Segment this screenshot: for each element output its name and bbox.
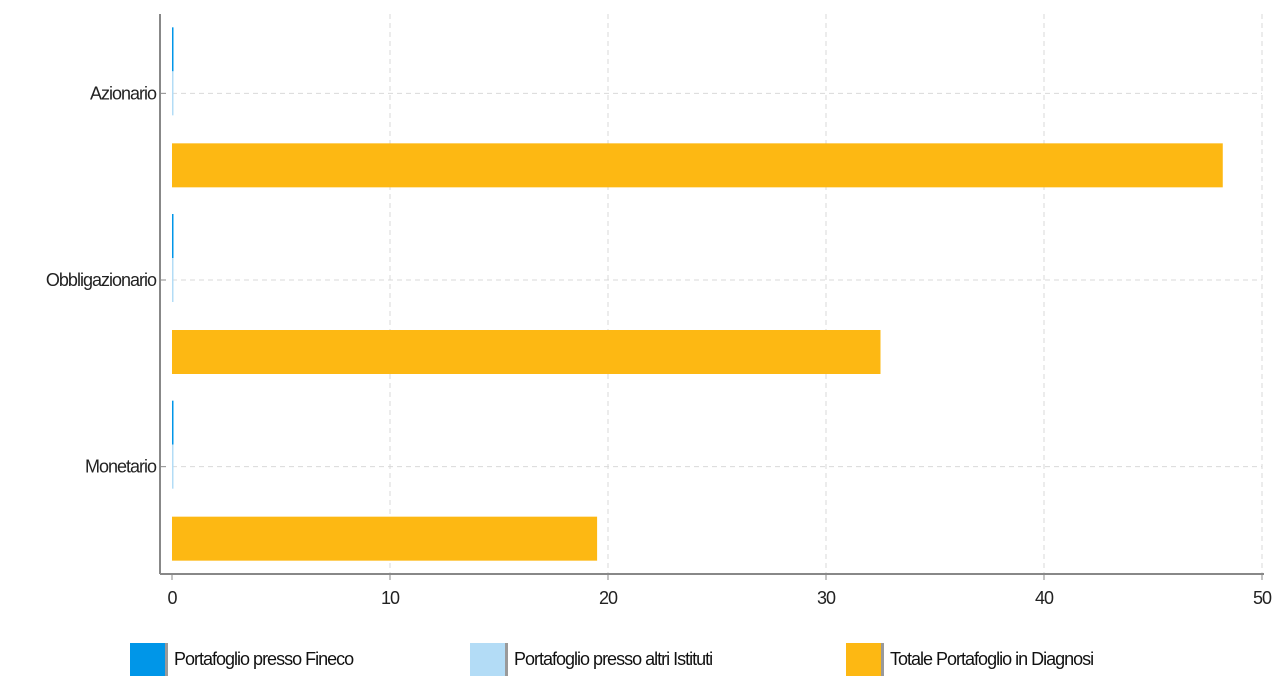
legend: Portafoglio presso Fineco Portafoglio pr… — [0, 642, 1274, 678]
legend-swatch-altri-istituti — [470, 642, 508, 676]
bar — [172, 71, 174, 116]
bar — [172, 444, 174, 489]
y-tick-label: Monetario — [85, 457, 157, 477]
bar-chart: 0 10 20 30 40 50 Azionario Obbligazionario Monet… — [46, 14, 1273, 608]
legend-label-altri-istituti: Portafoglio presso altri Istituti — [514, 648, 713, 669]
legend-label-fineco: Portafoglio presso Fineco — [174, 648, 354, 669]
bar — [172, 143, 1223, 188]
bar — [172, 27, 174, 72]
y-tick-label: Azionario — [90, 83, 157, 103]
bar — [172, 214, 174, 258]
x-tick-label: 10 — [381, 588, 400, 608]
legend-item-altri-istituti[interactable]: Portafoglio presso altri Istituti — [470, 642, 713, 676]
legend-swatch-totale — [846, 642, 884, 676]
x-tick-label: 30 — [817, 588, 836, 608]
legend-item-totale[interactable]: Totale Portafoglio in Diagnosi — [846, 642, 1094, 676]
tick-labels: 0 10 20 30 40 50 Azionario Obbligazionario Monet… — [46, 83, 1273, 608]
x-tick-label: 40 — [1035, 588, 1054, 608]
x-tick-label: 50 — [1253, 588, 1272, 608]
bar — [172, 516, 598, 561]
x-tick-label: 0 — [167, 588, 177, 608]
bar — [172, 258, 174, 302]
x-tick-label: 20 — [599, 588, 618, 608]
grid-lines — [172, 14, 1263, 574]
bar — [172, 400, 174, 445]
legend-label-totale: Totale Portafoglio in Diagnosi — [890, 648, 1094, 669]
bars — [172, 27, 1223, 561]
bar — [172, 330, 881, 374]
y-tick-label: Obbligazionario — [46, 270, 157, 290]
legend-item-fineco[interactable]: Portafoglio presso Fineco — [130, 642, 354, 676]
legend-swatch-fineco — [130, 642, 168, 676]
axes — [159, 14, 1264, 580]
